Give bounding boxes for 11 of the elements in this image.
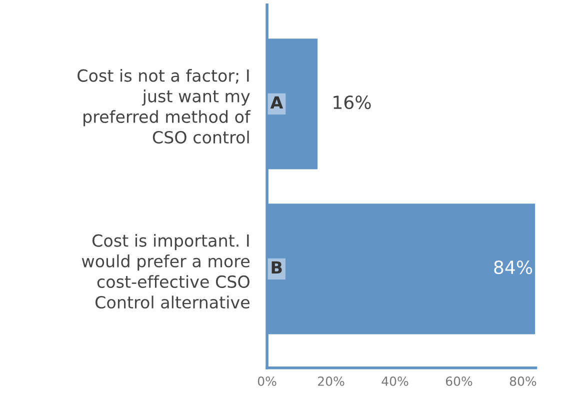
x-tick-label: 40%: [382, 376, 408, 386]
annotation: B: [272, 261, 282, 274]
x-tick-label: 80%: [510, 376, 536, 386]
x-tick-label: 0%: [258, 376, 276, 386]
y-tick-label: Cost is not a factor; I just want my preferred method of CSO control: [78, 68, 251, 144]
data-label: 84%: [494, 260, 532, 274]
x-tick-label: 60%: [446, 376, 472, 386]
data-label: 16%: [334, 96, 371, 110]
x-tick-label: 20%: [318, 376, 344, 386]
annotation: A: [270, 96, 284, 109]
y-tick-label: Cost is important. I would prefer a more cost-effective CSO Control alternative: [82, 234, 250, 309]
